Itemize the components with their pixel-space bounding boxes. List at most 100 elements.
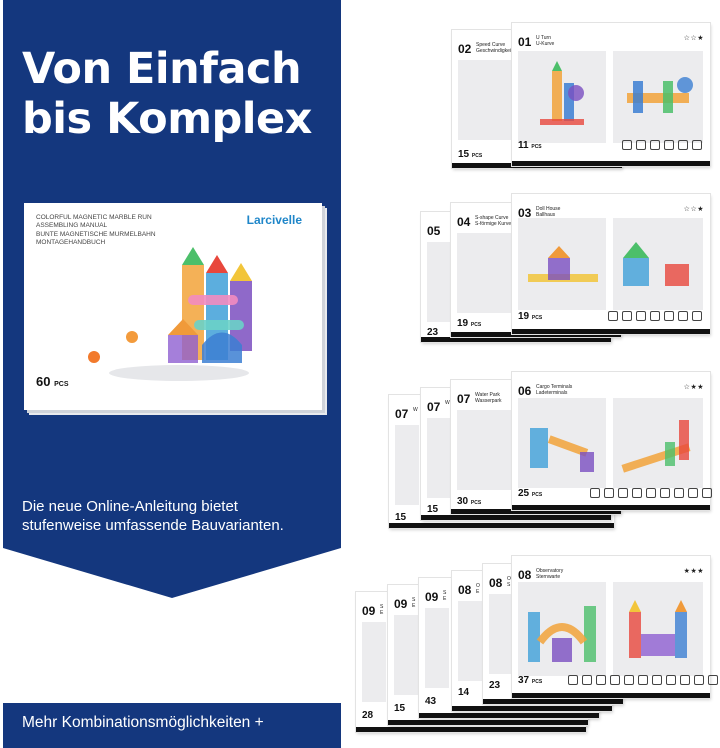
page-title-en: S (412, 597, 416, 603)
cover-title-de-2: MONTAGEHANDBUCH (36, 239, 106, 246)
model-image (613, 398, 703, 488)
pcs-number: 23 (489, 680, 501, 691)
part-icon (664, 311, 674, 321)
part-icon (678, 311, 688, 321)
page-bar (451, 332, 621, 337)
model-image (518, 51, 606, 143)
headline-line-2: bis Komplex (22, 94, 312, 144)
part-icon (636, 140, 646, 150)
parts-legend (622, 140, 702, 150)
part-icon (622, 140, 632, 150)
description: Die neue Online-Anleitung bietet stufenw… (22, 497, 337, 535)
pcs-count: 15 (395, 512, 406, 523)
difficulty-stars: ☆★★ (683, 384, 704, 391)
page-number: 05 (427, 224, 441, 238)
page-title: S-shape Curve S-förmige Kurve (475, 215, 511, 227)
page-number: 06 (518, 384, 532, 398)
pcs-count: 25 PCS (518, 488, 542, 499)
pcs-number: 11 (518, 140, 529, 151)
pcs-number: 43 (425, 696, 437, 707)
pcs-label: PCS (471, 153, 483, 159)
page-number: 09 (394, 597, 408, 611)
pcs-number: 15 (458, 149, 470, 160)
pcs-label: PCS (470, 322, 482, 328)
pcs-number: 25 (518, 488, 530, 499)
page-title-en: O (476, 583, 480, 589)
pcs-number: 15 (395, 512, 407, 523)
model-image (427, 418, 451, 498)
page-number: 07 (395, 407, 409, 421)
page-bar (512, 329, 710, 334)
page-number: 02 (458, 42, 472, 56)
page-title: W (413, 407, 418, 413)
pcs-label: PCS (531, 679, 543, 685)
page-bar (421, 337, 611, 342)
page-title: Doll House Ballhaus (536, 206, 560, 218)
model-image (395, 425, 419, 505)
page-title-de: E (412, 603, 416, 609)
page-title: Observatory Sternwarte (536, 568, 563, 580)
parts-legend (590, 488, 712, 498)
model-image (613, 218, 703, 310)
pcs-count: 37 PCS (518, 675, 542, 686)
part-icon (618, 488, 628, 498)
part-icon (674, 488, 684, 498)
pcs-number: 14 (458, 687, 470, 698)
page-title-de: Ladeterminals (536, 390, 568, 396)
page-title: Cargo Terminals Ladeterminals (536, 384, 572, 396)
difficulty-stars: ☆☆★ (683, 206, 704, 213)
model-image (518, 218, 606, 310)
page-title: Speed Curve Geschwindigkeit (476, 42, 512, 54)
page-number: 08 (518, 568, 532, 582)
part-icon (622, 311, 632, 321)
part-icon (692, 311, 702, 321)
pcs-number: 15 (427, 504, 439, 515)
cover-title-de-1: BUNTE MAGNETISCHE MURMELBAHN (36, 231, 156, 238)
brand-logo: Larcivelle (246, 213, 302, 227)
page-title-en: U Turn (536, 35, 552, 41)
model-image (427, 242, 451, 322)
page-title-en: Water Park (475, 392, 500, 398)
pcs-count: 15 PCS (458, 149, 482, 160)
page-bar (452, 706, 612, 711)
page-title-en: S (380, 604, 384, 610)
page-bar (451, 509, 621, 514)
manual-page-03: 03 Doll House Ballhaus ☆☆★ 19 PCS (512, 194, 710, 334)
page-bar (512, 693, 710, 698)
part-icon (604, 488, 614, 498)
model-image (394, 615, 418, 695)
page-number: 09 (362, 604, 376, 618)
page-title-de: Wasserpark (475, 398, 502, 404)
pcs-number: 37 (518, 675, 530, 686)
page-bar (421, 515, 611, 520)
part-icon (688, 488, 698, 498)
part-icon (680, 675, 690, 685)
pcs-number: 28 (362, 710, 374, 721)
part-icon (650, 311, 660, 321)
manual-page-06: 06 Cargo Terminals Ladeterminals ☆★★ 25 P… (512, 372, 712, 510)
page-title-de: Sternwarte (536, 574, 561, 580)
pcs-number: 19 (518, 311, 530, 322)
page-title-de: E (443, 596, 447, 602)
model-image (518, 582, 606, 676)
pcs-label: PCS (531, 144, 542, 150)
part-icon (708, 675, 718, 685)
page-title-de: S (507, 582, 511, 588)
pcs-count: 30 PCS (457, 496, 481, 507)
page-number: 03 (518, 206, 532, 220)
headline: Von Einfach bis Komplex (22, 44, 332, 144)
cover-pcs: 60 PCS (36, 374, 69, 389)
pcs-number: 15 (394, 703, 406, 714)
page-number: 08 (458, 583, 472, 597)
pcs-count: 28 (362, 710, 373, 721)
pcs-label: PCS (531, 492, 543, 498)
page-title: Water Park Wasserpark (475, 392, 502, 404)
page-number: 04 (457, 215, 471, 229)
part-icon (692, 140, 702, 150)
page-title-en: Cargo Terminals (536, 384, 573, 390)
part-icon (664, 140, 674, 150)
part-icon (568, 675, 578, 685)
model-image (489, 594, 513, 674)
